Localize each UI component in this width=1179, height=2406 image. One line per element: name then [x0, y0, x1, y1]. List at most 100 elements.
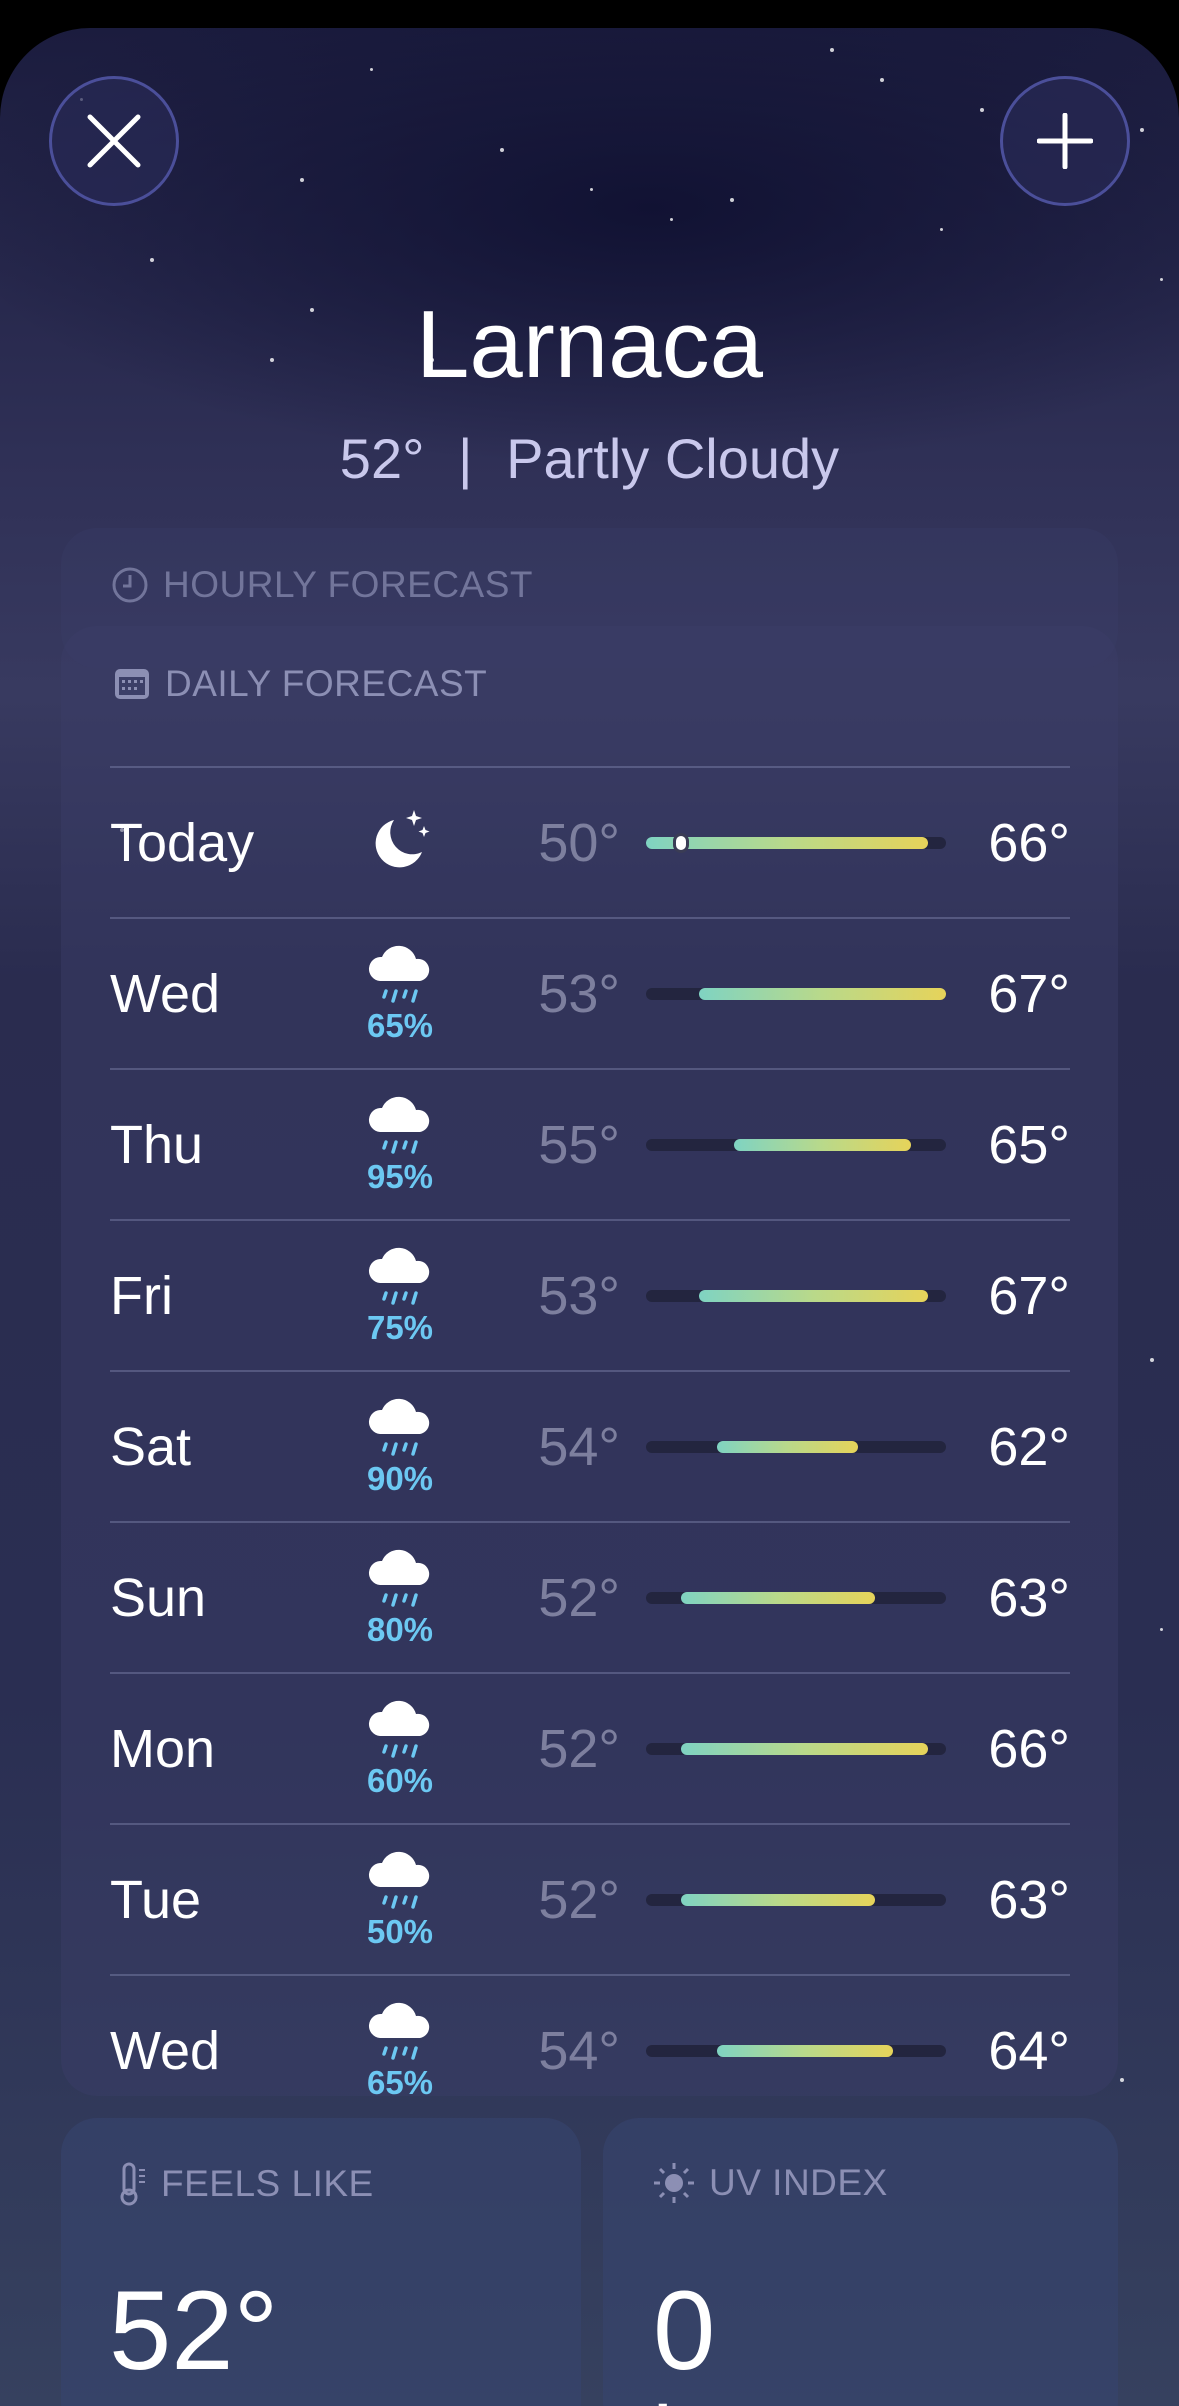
- plus-icon: [1037, 113, 1093, 169]
- star: [980, 108, 984, 112]
- day-label: Thu: [110, 1114, 204, 1175]
- high-temp: 63°: [988, 1567, 1070, 1628]
- feels-like-label: FEELS LIKE: [161, 2163, 374, 2204]
- current-conditions: 52° | Partly Cloudy: [0, 426, 1179, 491]
- star: [270, 358, 274, 362]
- condition: Partly Cloudy: [506, 427, 840, 490]
- feels-like-card[interactable]: FEELS LIKE 52°: [61, 2118, 581, 2406]
- daily-forecast-card: DAILY FORECAST Today 50° 66° Wed 65% 53° …: [61, 626, 1118, 2101]
- temp-range-bar: [646, 1893, 946, 1906]
- precip-chance: 95%: [366, 1158, 434, 1195]
- star: [310, 308, 314, 312]
- uv-index-card[interactable]: UV INDEX 0 Low: [603, 2118, 1118, 2406]
- low-temp: 55°: [538, 1114, 620, 1175]
- temp-range-fill: [734, 1138, 911, 1151]
- high-temp: 66°: [988, 812, 1070, 873]
- weather-icon: 80%: [360, 1543, 440, 1649]
- precip-chance: 75%: [366, 1309, 434, 1346]
- precip-chance: 65%: [366, 2064, 434, 2101]
- temp-range-fill: [716, 1440, 858, 1453]
- day-label: Tue: [110, 1869, 202, 1930]
- high-temp: 66°: [988, 1718, 1070, 1779]
- hourly-label: HOURLY FORECAST: [163, 564, 534, 605]
- temp-range-fill: [681, 1591, 876, 1604]
- low-temp: 52°: [538, 1567, 620, 1628]
- temp-range-fill: [681, 1893, 876, 1906]
- hourly-forecast-card[interactable]: HOURLY FORECAST: [61, 528, 1118, 668]
- daily-row[interactable]: Wed 65% 54° 64°: [110, 1974, 1070, 2125]
- star: [150, 258, 154, 262]
- cloud-rain-icon: [368, 1549, 430, 1607]
- star: [300, 178, 304, 182]
- star: [560, 328, 563, 331]
- day-label: Sat: [110, 1416, 192, 1477]
- high-temp: 63°: [988, 1869, 1070, 1930]
- high-temp: 64°: [988, 2020, 1070, 2081]
- temp-range-bar: [646, 1289, 946, 1302]
- cloud-rain-icon: [368, 1700, 430, 1758]
- star: [1140, 128, 1144, 132]
- add-button[interactable]: [1000, 76, 1130, 206]
- temp-range-fill: [716, 2044, 894, 2057]
- weather-icon: [360, 808, 440, 872]
- temp-range-bar: [646, 1138, 946, 1151]
- high-temp: 65°: [988, 1114, 1070, 1175]
- star: [830, 48, 834, 52]
- precip-chance: 50%: [366, 1913, 434, 1950]
- high-temp: 62°: [988, 1416, 1070, 1477]
- low-temp: 50°: [538, 812, 620, 873]
- day-label: Wed: [110, 2020, 221, 2081]
- low-temp: 54°: [538, 1416, 620, 1477]
- star: [940, 228, 943, 231]
- cloud-rain-icon: [368, 945, 430, 1003]
- day-label: Sun: [110, 1567, 207, 1628]
- current-temp-marker: [673, 832, 690, 853]
- cloud-rain-icon: [368, 1096, 430, 1154]
- weather-screen: Larnaca 52° | Partly Cloudy HOURLY FOREC…: [0, 28, 1179, 2406]
- weather-icon: 65%: [360, 1996, 440, 2102]
- uv-index-level: Low: [655, 2390, 767, 2406]
- temp-range-fill: [698, 1289, 929, 1302]
- temp-range-fill: [681, 1742, 929, 1755]
- daily-row[interactable]: Sun 80% 52° 63°: [110, 1521, 1070, 1672]
- daily-header: DAILY FORECAST: [113, 663, 487, 705]
- daily-row[interactable]: Mon 60% 52° 66°: [110, 1672, 1070, 1823]
- star: [120, 828, 124, 832]
- high-temp: 67°: [988, 1265, 1070, 1326]
- daily-label: DAILY FORECAST: [165, 663, 488, 704]
- daily-row[interactable]: Sat 90% 54° 62°: [110, 1370, 1070, 1521]
- daily-row[interactable]: Thu 95% 55° 65°: [110, 1068, 1070, 1219]
- low-temp: 53°: [538, 1265, 620, 1326]
- weather-icon: 60%: [360, 1694, 440, 1800]
- daily-row[interactable]: Wed 65% 53° 67°: [110, 917, 1070, 1068]
- clock-icon: [112, 567, 148, 603]
- temp-range-bar: [646, 1440, 946, 1453]
- star: [430, 358, 434, 362]
- low-temp: 52°: [538, 1718, 620, 1779]
- day-label: Fri: [110, 1265, 173, 1326]
- precip-chance: 80%: [366, 1611, 434, 1648]
- star: [1160, 1628, 1163, 1631]
- weather-icon: 75%: [360, 1241, 440, 1347]
- city-name: Larnaca: [416, 291, 763, 398]
- calendar-icon: [115, 669, 149, 699]
- sun-icon: [654, 2163, 694, 2203]
- close-icon: [87, 114, 141, 168]
- uv-index-value: 0: [653, 2268, 716, 2393]
- daily-row[interactable]: Tue 50% 52° 63°: [110, 1823, 1070, 1974]
- weather-icon: 95%: [360, 1090, 440, 1196]
- daily-row[interactable]: Fri 75% 53° 67°: [110, 1219, 1070, 1370]
- feels-like-header: FEELS LIKE: [119, 2162, 374, 2206]
- low-temp: 53°: [538, 963, 620, 1024]
- moon-stars-icon: [375, 810, 430, 868]
- daily-row[interactable]: Today 50° 66°: [110, 766, 1070, 917]
- precip-chance: 90%: [366, 1460, 434, 1497]
- day-label: Mon: [110, 1718, 216, 1779]
- hourly-header: HOURLY FORECAST: [111, 564, 533, 606]
- temp-range-fill: [646, 836, 929, 849]
- close-button[interactable]: [49, 76, 179, 206]
- temp-range-fill: [698, 987, 946, 1000]
- star: [590, 188, 593, 191]
- temp-range-bar: [646, 1591, 946, 1604]
- star: [670, 218, 673, 221]
